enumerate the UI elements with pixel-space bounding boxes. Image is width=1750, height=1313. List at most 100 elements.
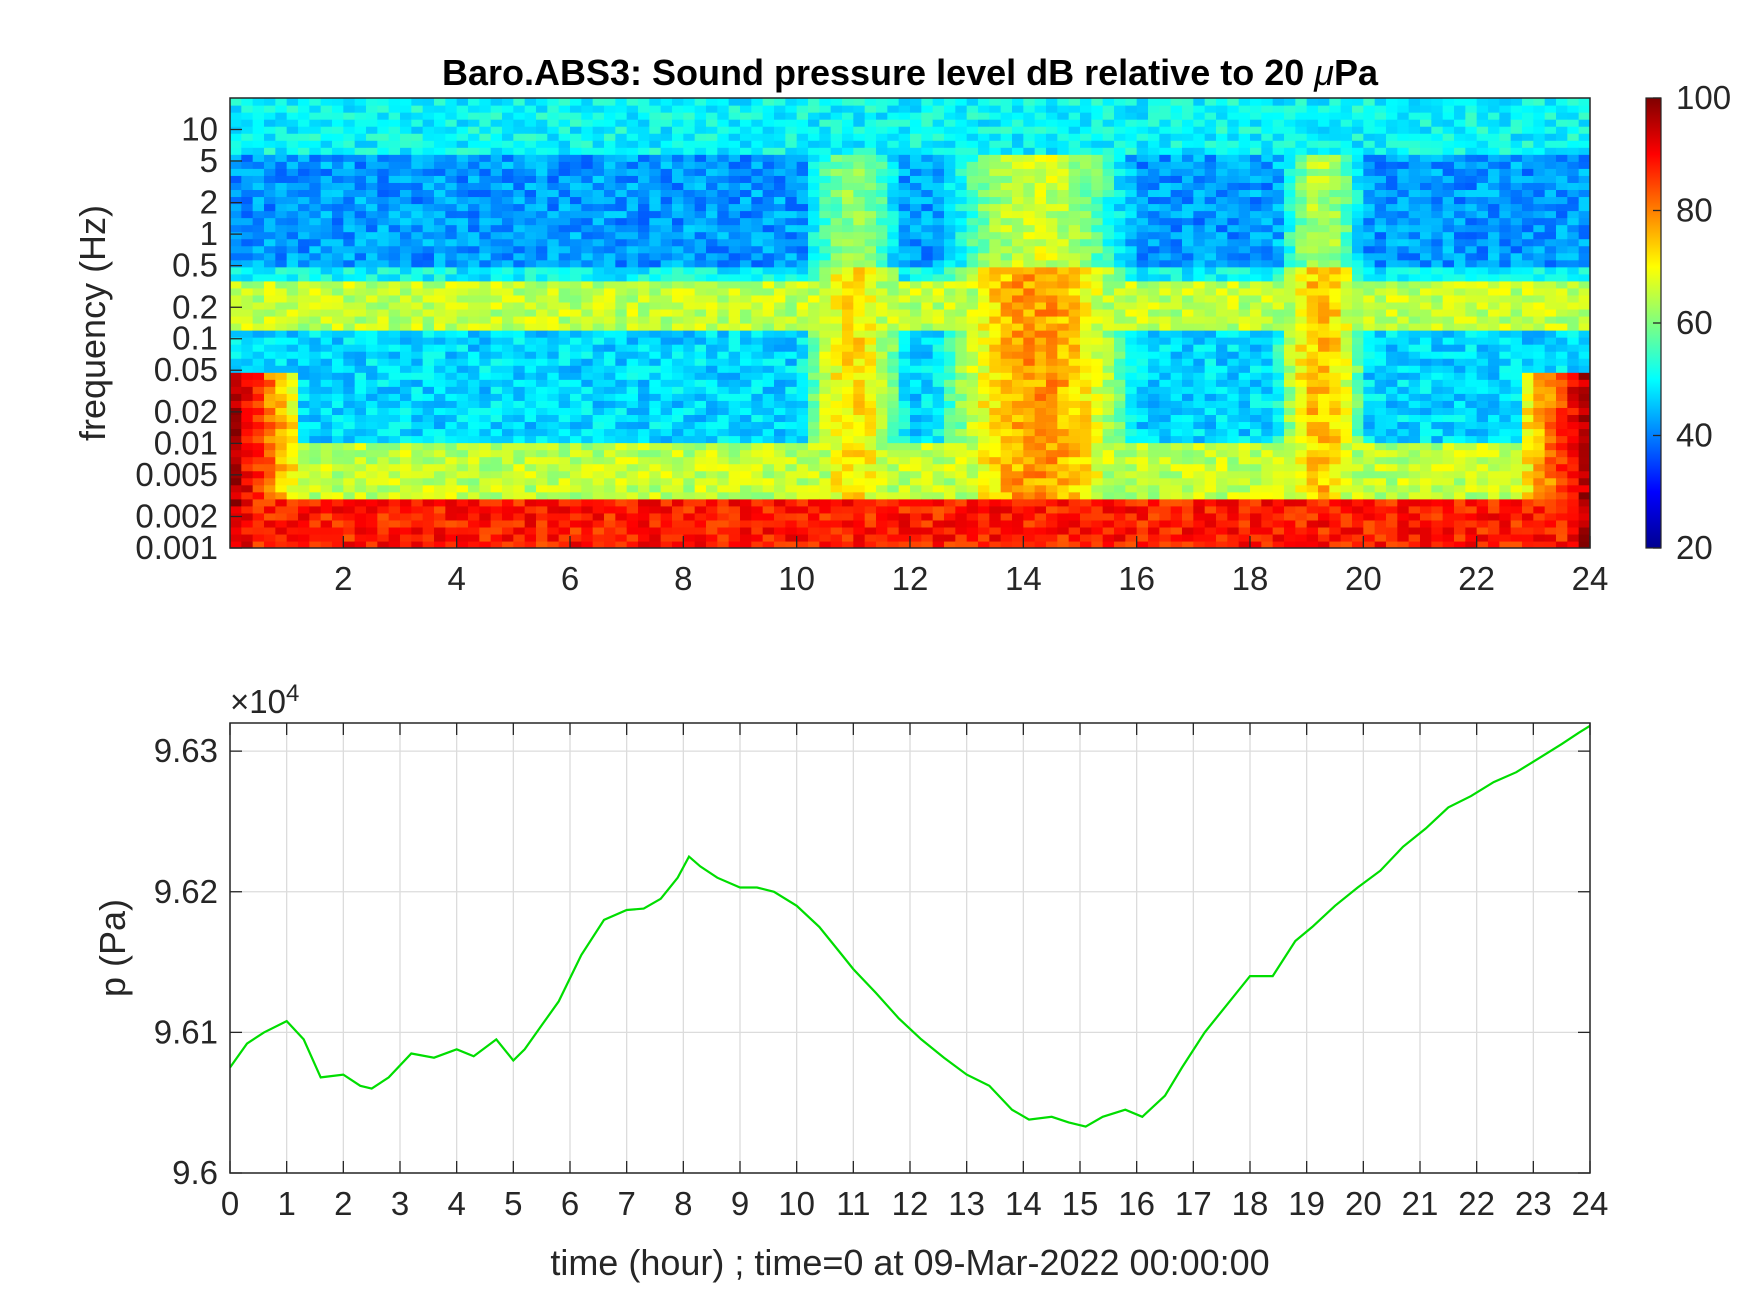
heatmap-cell <box>1068 224 1081 233</box>
heatmap-cell <box>332 196 344 205</box>
heatmap-cell <box>898 231 911 240</box>
heatmap-cell <box>626 224 639 233</box>
heatmap-cell <box>241 519 254 528</box>
heatmap-cell <box>502 231 514 240</box>
heatmap-cell <box>547 323 560 331</box>
heatmap-cell <box>570 351 582 359</box>
heatmap-cell <box>1012 456 1024 465</box>
heatmap-cell <box>343 498 356 507</box>
heatmap-cell <box>887 189 900 198</box>
heatmap-cell <box>570 414 582 423</box>
heatmap-cell <box>604 512 616 521</box>
heatmap-cell <box>1080 456 1092 465</box>
heatmap-cell <box>332 470 344 479</box>
heatmap-cell <box>513 231 526 240</box>
heatmap-cell <box>309 126 322 134</box>
heatmap-cell <box>706 273 718 282</box>
heatmap-cell <box>683 182 696 191</box>
heatmap-cell <box>785 231 798 240</box>
heatmap-cell <box>966 315 979 324</box>
heatmap-cell <box>354 266 367 275</box>
heatmap-cell <box>570 379 582 387</box>
heatmap-cell <box>706 414 718 423</box>
heatmap-cell <box>694 154 707 162</box>
heatmap-cell <box>774 280 786 289</box>
heatmap-cell <box>751 365 764 373</box>
heatmap-cell <box>706 428 718 437</box>
heatmap-cell <box>479 154 492 162</box>
heatmap-cell <box>796 210 809 219</box>
heatmap-cell <box>366 301 378 310</box>
heatmap-cell <box>343 168 356 176</box>
heatmap-cell <box>354 168 367 176</box>
heatmap-cell <box>887 540 900 548</box>
heatmap-cell <box>1080 372 1092 380</box>
heatmap-cell <box>819 456 832 465</box>
heatmap-cell <box>694 498 707 507</box>
heatmap-cell <box>796 217 809 226</box>
heatmap-cell <box>479 449 492 458</box>
heatmap-cell <box>955 266 968 275</box>
heatmap-cell <box>853 119 866 127</box>
heatmap-cell <box>479 372 492 380</box>
heatmap-cell <box>230 505 242 514</box>
heatmap-cell <box>762 294 775 303</box>
heatmap-cell <box>989 533 1002 542</box>
heatmap-cell <box>717 273 730 282</box>
heatmap-cell <box>876 112 888 120</box>
heatmap-cell <box>1068 301 1081 310</box>
heatmap-cell <box>944 330 956 338</box>
heatmap-cell <box>1057 449 1070 458</box>
heatmap-cell <box>536 337 548 345</box>
heatmap-cell <box>298 168 310 176</box>
heatmap-cell <box>864 315 877 324</box>
heatmap-cell <box>615 252 628 261</box>
heatmap-cell <box>740 533 752 542</box>
heatmap-cell <box>808 133 820 141</box>
heatmap-cell <box>468 323 480 331</box>
heatmap-cell <box>717 519 730 528</box>
heatmap-cell <box>354 217 367 226</box>
heatmap-cell <box>400 540 412 548</box>
heatmap-cell <box>1023 182 1036 191</box>
heatmap-cell <box>683 294 696 303</box>
heatmap-cell <box>286 386 299 394</box>
heatmap-cell <box>660 442 673 451</box>
heatmap-cell <box>660 365 673 373</box>
heatmap-cell <box>842 280 854 289</box>
heatmap-cell <box>1057 498 1070 507</box>
heatmap-cell <box>479 400 492 408</box>
heatmap-cell <box>626 287 639 296</box>
heatmap-cell <box>785 161 798 169</box>
heatmap-cell <box>388 379 401 387</box>
heatmap-cell <box>672 533 684 542</box>
heatmap-cell <box>309 372 322 380</box>
heatmap-cell <box>649 189 662 198</box>
heatmap-cell <box>717 470 730 479</box>
heatmap-cell <box>490 379 503 387</box>
heatmap-cell <box>502 484 514 493</box>
heatmap-cell <box>1023 154 1036 162</box>
heatmap-cell <box>887 463 900 472</box>
heatmap-cell <box>1046 182 1058 191</box>
heatmap-cell <box>717 484 730 493</box>
heatmap-cell <box>388 196 401 205</box>
heatmap-cell <box>309 330 322 338</box>
heatmap-cell <box>592 273 605 282</box>
heatmap-cell <box>887 210 900 219</box>
heatmap-cell <box>898 428 911 437</box>
heatmap-cell <box>513 189 526 198</box>
heatmap-cell <box>978 98 990 106</box>
heatmap-cell <box>400 175 412 183</box>
heatmap-cell <box>1046 358 1058 366</box>
heatmap-cell <box>343 386 356 394</box>
heatmap-cell <box>728 379 741 387</box>
heatmap-cell <box>706 351 718 359</box>
heatmap-cell <box>864 308 877 317</box>
heatmap-cell <box>864 203 877 212</box>
heatmap-cell <box>978 245 990 254</box>
heatmap-cell <box>592 379 605 387</box>
heatmap-cell <box>683 491 696 500</box>
heatmap-cell <box>1102 133 1115 141</box>
heatmap-cell <box>853 294 866 303</box>
